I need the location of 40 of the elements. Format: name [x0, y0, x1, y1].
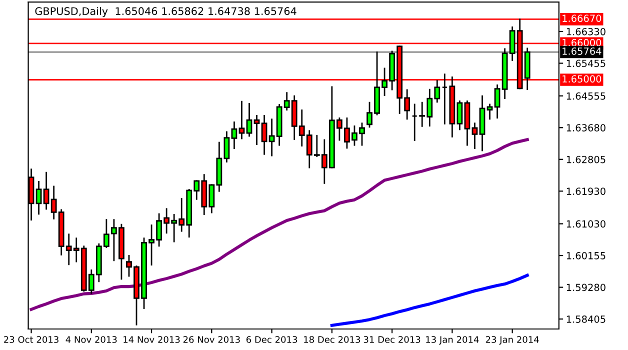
line-series — [30, 138, 529, 311]
x-tick-label: 6 Dec 2013 — [246, 336, 298, 343]
y-tick-label: 1.64555 — [566, 92, 606, 100]
x-tick-label: 18 Dec 2013 — [304, 336, 360, 343]
ref-line-label: 1.66000 — [562, 38, 602, 46]
x-tick-label: 13 Jan 2014 — [426, 336, 479, 345]
ref-line-label: 1.65764 — [562, 47, 602, 55]
y-tick-label: 1.65455 — [566, 60, 606, 68]
x-tick-label: 23 Oct 2013 — [4, 336, 58, 343]
chart-title: GBPUSD,Daily 1.65046 1.65862 1.64738 1.65764 — [35, 7, 296, 18]
candlestick — [231, 122, 238, 150]
candlestick — [268, 118, 275, 156]
candlestick — [36, 181, 42, 215]
y-tick-label: 1.58405 — [566, 316, 606, 323]
x-tick-label: 4 Nov 2013 — [66, 336, 117, 343]
x-tick-label: 14 Nov 2013 — [124, 336, 180, 343]
y-tick-label: 1.66330 — [566, 28, 606, 36]
candlestick — [412, 104, 418, 142]
y-tick-label: 1.59280 — [566, 284, 606, 292]
candlestick — [261, 114, 268, 155]
x-tick-label: 26 Nov 2013 — [183, 336, 240, 343]
x-tick-label: 23 Jan 2014 — [486, 336, 539, 345]
y-tick-label: 1.61030 — [566, 220, 606, 228]
y-tick-label: 1.63680 — [566, 124, 606, 132]
candlestick — [238, 100, 245, 140]
candlestick — [472, 122, 478, 150]
candlestick — [486, 104, 493, 120]
candlestick — [494, 84, 500, 119]
candlestick — [246, 102, 252, 137]
line-series — [330, 274, 529, 327]
x-tick-label: 31 Dec 2013 — [364, 336, 420, 343]
candlestick — [456, 100, 463, 130]
y-tick-label: 1.60155 — [566, 252, 606, 260]
candlestick — [254, 114, 260, 146]
ref-line-label: 1.65000 — [562, 75, 602, 83]
candlestick — [43, 172, 50, 210]
y-tick-label: 1.62805 — [566, 156, 606, 164]
ref-line-label: 1.66670 — [562, 14, 602, 22]
y-tick-label: 1.61930 — [566, 188, 606, 195]
candlestick — [442, 74, 448, 124]
